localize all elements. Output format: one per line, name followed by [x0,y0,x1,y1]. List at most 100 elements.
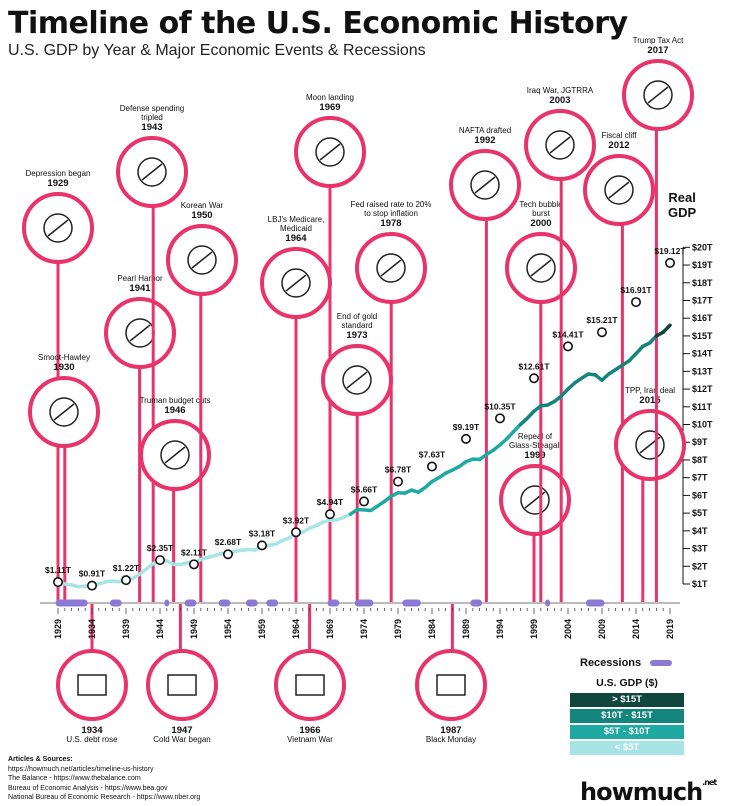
gdp-legend-row: > $15T [570,693,684,707]
recessions-legend-label: Recessions [580,657,642,669]
event-year: 1943 [141,122,162,133]
event-circle [415,649,487,721]
y-tick-label: $11T [692,402,713,412]
event-year: 1930 [53,362,74,373]
recession-bar [245,599,258,607]
gdp-point [562,341,573,352]
event-label: Medicaid [280,224,312,233]
logo-text: howmuch [580,778,703,806]
medicare-icon-stroke [285,274,307,292]
y-tick-label: $1T [692,579,708,589]
event-year: 2003 [549,95,570,106]
x-tick-label: 1979 [393,619,403,639]
event-year: 1947 [171,725,192,736]
north-america-flags-icon-stroke [474,176,496,194]
event-circle [56,649,128,721]
politicians-icon-stroke [53,403,75,421]
gdp-point-label: $10.35T [484,401,516,411]
gdp-point [596,327,607,338]
y-tick-label: $18T [692,278,713,288]
gdp-point [630,297,641,308]
event-label: End of gold [337,312,377,321]
y-tick-label: $6T [692,490,708,500]
event-year: 1929 [47,178,68,189]
x-tick-label: 1944 [155,619,165,639]
source-line[interactable]: The Balance - https://www.thebalance.com [8,775,141,783]
ussr-usa-flags-icon [167,674,197,696]
gdp-legend-row: $5T - $10T [570,725,684,739]
recession-bar [585,599,605,607]
event-year: 1999 [524,450,545,461]
gdp-legend-row: $10T - $15T [570,709,684,723]
gdp-point [121,575,132,586]
recession-bar [266,599,279,607]
bank-repealed-icon [520,485,550,515]
y-tick-label: $19T [692,260,713,270]
recessions-legend-swatch [650,660,672,666]
dollar-bills-icon-stroke [380,259,402,277]
source-line[interactable]: National Bureau of Economic Research - h… [8,794,201,802]
event-label: Truman budget cuts [140,396,211,405]
source-line[interactable]: https://howmuch.net/articles/timeline-us… [8,765,154,773]
recession-bar [402,599,421,607]
truman-icon [160,440,190,470]
gdp-point [358,496,369,507]
taxes-sign-icon [643,80,673,110]
recession-bar [218,599,231,607]
y-tick-label: $2T [692,561,708,571]
event-label: LBJ's Medicare, [268,215,325,224]
korea-flags-icon-stroke [191,251,213,269]
gdp-point-label: $15.21T [586,315,618,325]
y-axis-title: Real GDP [668,190,696,220]
event-year: 1987 [440,725,461,736]
medicare-icon [281,268,311,298]
event-year: 1966 [299,725,320,736]
event-year: 1950 [191,210,212,221]
event-label: Repeal of [518,432,553,441]
gdp-point-label: $3.18T [249,528,276,538]
y-tick-label: $16T [692,313,713,323]
x-tick-label: 1939 [121,619,131,639]
korea-flags-icon [187,245,217,275]
logo-suffix: .net [702,778,717,787]
event-label: TPP, Iran deal [625,386,675,395]
gdp-point [223,549,234,560]
gdp-point-label: $9.19T [453,422,480,432]
iraq-map-icon-stroke [549,136,571,154]
x-tick-label: 1934 [87,619,97,639]
gdp-point [52,577,63,588]
x-tick-label: 2009 [597,619,607,639]
y-tick-label: $4T [692,526,708,536]
gdp-point-label: $1.11T [45,565,72,575]
y-tick-label: $13T [692,366,713,376]
event-circle [274,649,346,721]
computer-icon [526,253,556,283]
recession-bar [55,599,88,607]
currency-crash-icon [436,674,466,696]
gdp-point-label: $1.22T [113,563,140,573]
x-tick-label: 2019 [665,619,675,639]
y-tick-label: $9T [692,437,708,447]
recession-bar [109,599,122,607]
event-label: Pearl Harbor [117,274,163,283]
event-marker-below: 1934 U.S. debt rose [56,603,128,744]
gdp-point [426,461,437,472]
event-year: 1969 [319,102,340,113]
source-line[interactable]: Bureau of Economic Analysis - https://ww… [8,784,168,792]
x-tick-label: 1989 [461,619,471,639]
event-label: U.S. debt rose [66,735,118,744]
gdp-point [664,257,675,268]
nuclear-flag-icon [635,430,665,460]
event-label: Korean War [181,201,224,210]
recession-bar [470,599,483,607]
event-label: Depression began [26,169,91,178]
gdp-point-label: $12.61T [518,361,550,371]
x-tick-label: 1969 [325,619,335,639]
page-subtitle: U.S. GDP by Year & Major Economic Events… [8,42,426,59]
gdp-legend-row: < $5T [570,741,684,755]
event-label: burst [532,209,551,218]
